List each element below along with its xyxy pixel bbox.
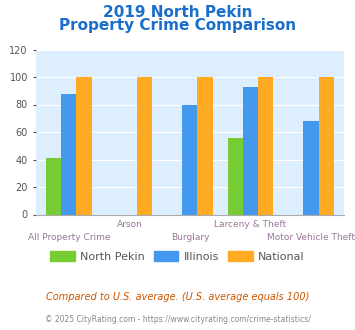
Legend: North Pekin, Illinois, National: North Pekin, Illinois, National — [46, 247, 309, 267]
Text: Larceny & Theft: Larceny & Theft — [214, 220, 286, 229]
Bar — [46, 158, 61, 214]
Bar — [228, 138, 243, 214]
Bar — [137, 77, 152, 214]
Text: Motor Vehicle Theft: Motor Vehicle Theft — [267, 233, 355, 242]
Bar — [319, 77, 334, 214]
Bar — [304, 121, 319, 214]
Bar — [197, 77, 213, 214]
Text: Burglary: Burglary — [171, 233, 209, 242]
Bar — [243, 86, 258, 214]
Bar — [258, 77, 273, 214]
Bar — [76, 77, 92, 214]
Bar — [61, 93, 76, 214]
Text: Property Crime Comparison: Property Crime Comparison — [59, 18, 296, 33]
Text: Arson: Arson — [116, 220, 142, 229]
Text: © 2025 CityRating.com - https://www.cityrating.com/crime-statistics/: © 2025 CityRating.com - https://www.city… — [45, 315, 310, 324]
Text: 2019 North Pekin: 2019 North Pekin — [103, 5, 252, 20]
Text: All Property Crime: All Property Crime — [28, 233, 110, 242]
Text: Compared to U.S. average. (U.S. average equals 100): Compared to U.S. average. (U.S. average … — [46, 292, 309, 302]
Bar — [182, 105, 197, 214]
